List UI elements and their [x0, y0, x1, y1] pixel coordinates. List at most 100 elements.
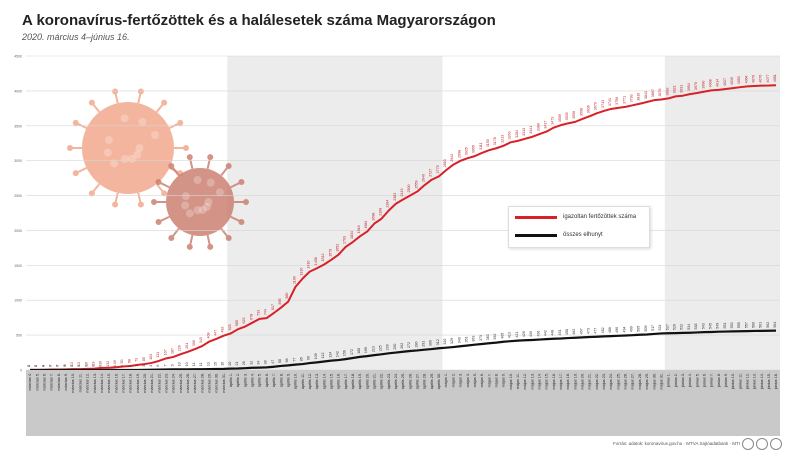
deaths-data-label: 392 — [493, 334, 497, 340]
deaths-data-label: 172 — [350, 349, 354, 355]
deaths-data-label: 490 — [615, 327, 619, 333]
chart-title: A koronavírus-fertőzöttek és a haláleset… — [22, 12, 496, 29]
x-tick-label: március 13. — [93, 373, 97, 393]
x-tick-label: április 23. — [387, 373, 391, 389]
cases-data-label: 226 — [178, 345, 182, 351]
x-tick-label: június 14. — [760, 373, 764, 390]
x-tick-label: április 12. — [308, 373, 312, 389]
deaths-data-label: 142 — [335, 351, 339, 357]
x-tick-label: június 10. — [731, 373, 735, 390]
x-tick-label: május 30. — [652, 373, 656, 389]
x-tick-label: május 6. — [480, 373, 484, 387]
deaths-data-label: 549 — [716, 323, 720, 329]
x-tick-label: június 13. — [753, 373, 757, 390]
legend-swatch-black — [515, 233, 557, 237]
deaths-data-label: 66 — [285, 358, 289, 362]
x-tick-label: március 21. — [150, 373, 154, 393]
grid-lines — [26, 55, 780, 371]
deaths-data-label: 467 — [579, 328, 583, 334]
deaths-data-label: 458 — [565, 329, 569, 335]
month-band — [664, 56, 780, 370]
deaths-data-label: 20 — [228, 362, 232, 366]
x-tick-label: április 24. — [394, 373, 398, 389]
cases-data-label: 3990 — [701, 81, 705, 89]
cases-data-label: 2559 — [414, 180, 418, 188]
x-tick-label: április 27. — [416, 373, 420, 389]
x-tick-label: április 7. — [272, 373, 276, 387]
cases-data-label: 3509 — [558, 114, 562, 122]
x-tick-label: május 25. — [616, 373, 620, 389]
deaths-data-label: 213 — [371, 346, 375, 352]
x-tick-label: május 15. — [545, 373, 549, 389]
x-tick-label: március 29. — [208, 373, 212, 393]
cases-data-label: 4014 — [716, 79, 720, 87]
deaths-data-label: 1 — [120, 365, 124, 367]
cases-data-label: 1579 — [328, 249, 332, 257]
x-tick-label: május 17. — [559, 373, 563, 389]
x-tick-label: április 4. — [251, 373, 255, 387]
deaths-data-label: 560 — [751, 322, 755, 328]
y-tick-label: 1000 — [14, 299, 22, 303]
deaths-data-label: 1 — [106, 365, 110, 367]
x-tick-label: május 16. — [552, 373, 556, 389]
deaths-data-label: 553 — [730, 322, 734, 328]
x-tick-label: április 20. — [365, 373, 369, 389]
x-tick-label: április 14. — [322, 373, 326, 389]
x-tick-label: április 6. — [265, 373, 269, 387]
x-tick-label: április 25. — [401, 373, 405, 389]
cases-data-label: 4053 — [737, 76, 741, 84]
deaths-data-label: 239 — [386, 344, 390, 350]
cases-data-label: 1512 — [321, 253, 325, 261]
deaths-data-label: 272 — [407, 342, 411, 348]
x-tick-label: május 2. — [451, 373, 455, 387]
x-tick-label: március 28. — [200, 373, 204, 393]
cases-data-label: 3841 — [644, 91, 648, 99]
x-tick-label: március 20. — [143, 373, 147, 393]
cases-data-label: 1310 — [300, 268, 304, 276]
x-tick-label: május 29. — [645, 373, 649, 389]
deaths-data-label: 473 — [587, 328, 591, 334]
cases-data-label: 3417 — [543, 121, 547, 129]
cases-data-label: 895 — [278, 299, 282, 305]
deaths-data-label: 0 — [49, 365, 53, 367]
x-tick-label: március 9. — [64, 373, 68, 391]
cases-data-label: 1984 — [364, 221, 368, 229]
deaths-data-label: 0 — [77, 365, 81, 367]
deaths-data-label: 413 — [508, 332, 512, 338]
x-tick-label: március 5. — [35, 373, 39, 391]
cases-data-label: 4008 — [708, 79, 712, 87]
x-tick-label: május 21. — [588, 373, 592, 389]
deaths-data-label: 99 — [307, 356, 311, 360]
deaths-data-label: 340 — [457, 337, 461, 343]
x-tick-label: március 4. — [28, 373, 32, 391]
cases-data-label: 300 — [192, 340, 196, 346]
x-tick-label: március 30. — [215, 373, 219, 393]
deaths-data-label: 21 — [235, 362, 239, 366]
x-tick-label: május 11. — [516, 373, 520, 389]
x-tick-label: április 16. — [337, 373, 341, 389]
x-tick-label: március 7. — [50, 373, 54, 391]
deaths-data-label: 0 — [41, 365, 45, 367]
deaths-data-label: 462 — [572, 329, 576, 335]
x-tick-label: március 10. — [71, 373, 75, 393]
deaths-data-label: 11 — [199, 362, 203, 366]
x-tick-label: április 29. — [430, 373, 434, 389]
cases-data-label: 817 — [271, 304, 275, 310]
cases-data-label: 3473 — [551, 117, 555, 125]
cases-data-label: 3793 — [630, 94, 634, 102]
mtva-logo — [756, 438, 768, 450]
x-tick-label: március 18. — [129, 373, 133, 393]
deaths-data-label: 561 — [759, 322, 763, 328]
x-tick-label: március 22. — [157, 373, 161, 393]
deaths-data-label: 545 — [708, 323, 712, 329]
cases-data-label: 3636 — [587, 105, 591, 113]
deaths-data-label: 351 — [465, 337, 469, 343]
cases-data-label: 3313 — [522, 128, 526, 136]
x-tick-label: május 13. — [530, 373, 534, 389]
cases-data-label: 13 — [70, 362, 74, 366]
mti-seal-logo — [770, 438, 782, 450]
cases-data-label: 3892 — [665, 87, 669, 95]
deaths-data-label: 11 — [192, 362, 196, 366]
cases-data-label: 3867 — [651, 89, 655, 97]
